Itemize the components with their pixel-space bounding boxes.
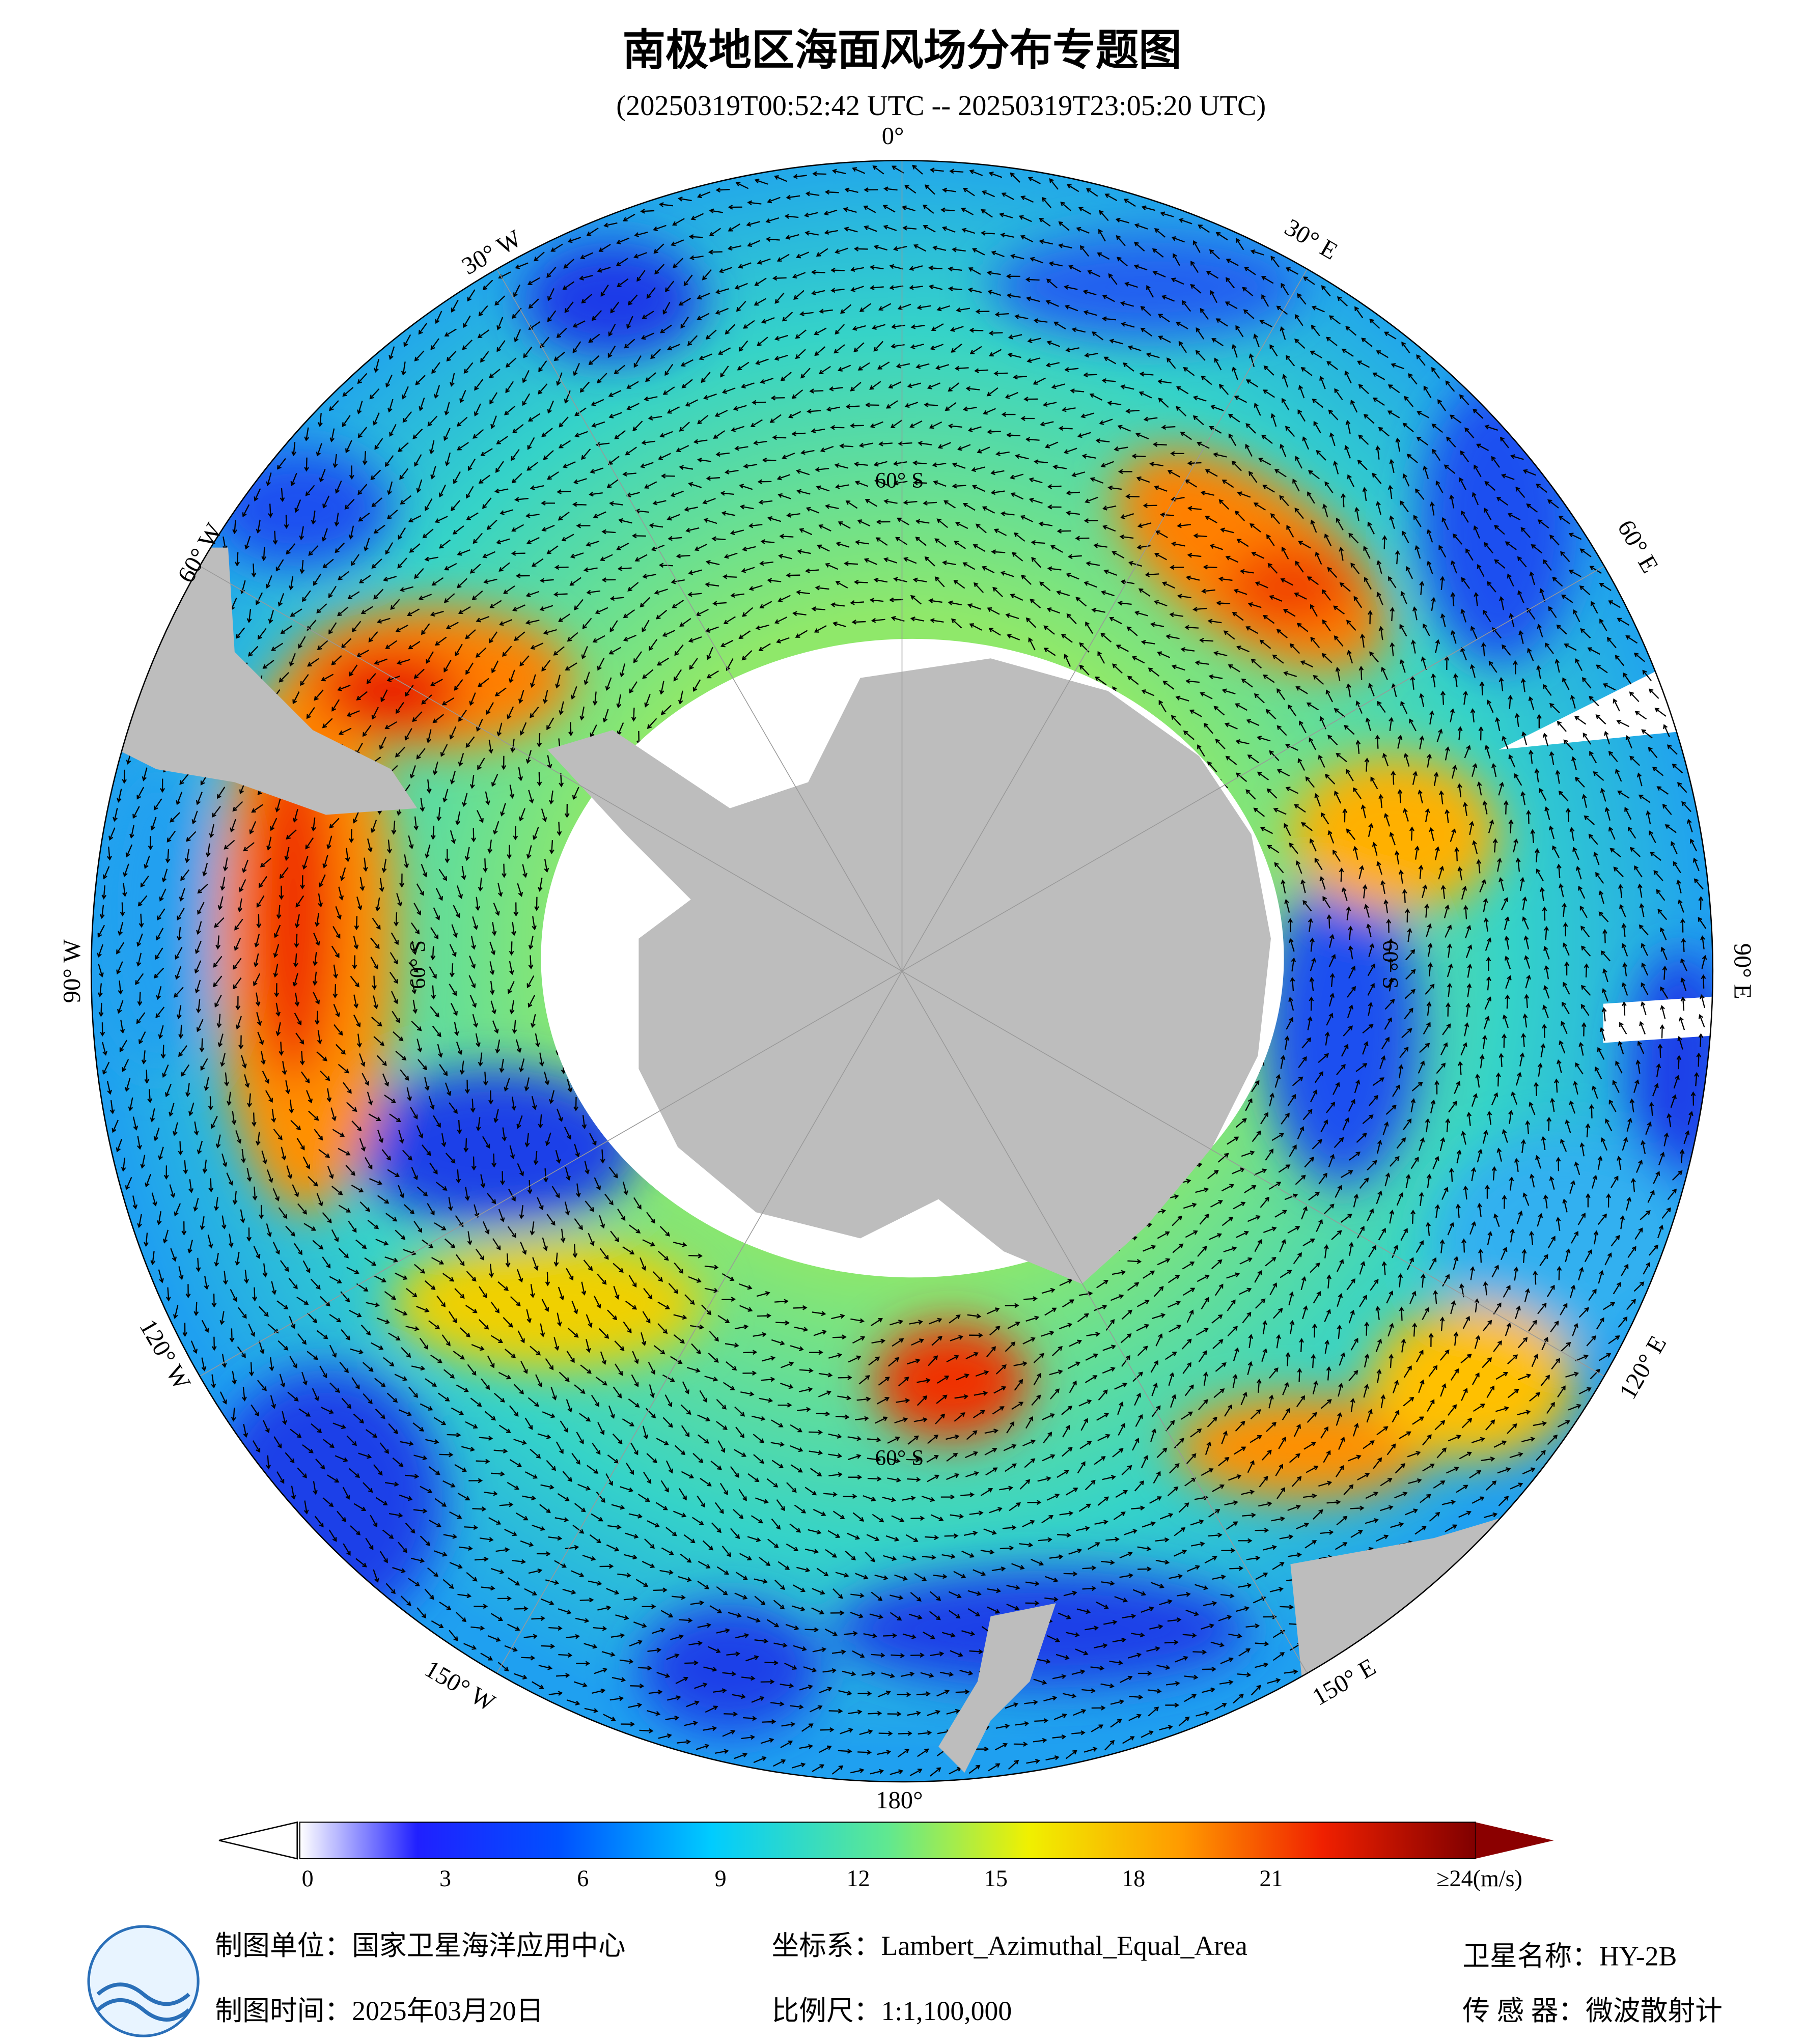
producer: 制图单位：国家卫星海洋应用中心 bbox=[215, 1930, 625, 1961]
logo bbox=[87, 1925, 200, 2037]
sensor: 传 感 器：微波散射计 bbox=[1462, 1996, 1723, 2026]
date: 制图时间：2025年03月20日 bbox=[215, 1996, 543, 2026]
antarctica bbox=[547, 658, 1271, 1284]
colorbar-tick-label: 6 bbox=[577, 1865, 589, 1891]
satellite: 卫星名称：HY-2B bbox=[1462, 1941, 1677, 1971]
latitude-labels: 60° S 60° S 60° S 60° S bbox=[405, 468, 1402, 1470]
title: 南极地区海面风场分布专题图 bbox=[622, 27, 1181, 74]
colorbar-tick-label: 9 bbox=[715, 1865, 727, 1891]
lon-label: 30° E bbox=[1280, 213, 1342, 265]
lon-label: 90° W bbox=[58, 939, 86, 1003]
colorbar-tick-label: 21 bbox=[1259, 1865, 1283, 1891]
lat-label: 60° S bbox=[875, 468, 924, 493]
colorbar-tick-label: 15 bbox=[984, 1865, 1008, 1891]
graticule bbox=[199, 160, 1605, 1674]
colorbar-tick-label: ≥24(m/s) bbox=[1436, 1865, 1522, 1891]
lat-label: 60° S bbox=[405, 940, 430, 989]
map-area bbox=[91, 160, 1713, 1782]
colorbar-min-arrow bbox=[218, 1821, 298, 1860]
colorbar-tick-label: 0 bbox=[302, 1865, 314, 1891]
colorbar-tick-label: 18 bbox=[1122, 1865, 1145, 1891]
projection: 坐标系：Lambert_Azimuthal_Equal_Area bbox=[772, 1930, 1248, 1961]
lon-label: 90° E bbox=[1729, 943, 1756, 999]
subtitle: (20250319T00:52:42 UTC -- 20250319T23:05… bbox=[616, 90, 1266, 122]
map-border bbox=[90, 160, 1714, 1783]
colorbar-bar bbox=[299, 1822, 1476, 1860]
colorbar-max-arrow bbox=[1475, 1822, 1554, 1859]
logo-waves bbox=[96, 1982, 190, 2022]
lat-label: 60° S bbox=[875, 1446, 924, 1470]
colorbar-tick-label: 12 bbox=[846, 1865, 870, 1891]
scale: 比例尺：1:1,100,000 bbox=[772, 1996, 1012, 2026]
lon-label: 180° bbox=[876, 1786, 923, 1814]
footer: 制图单位：国家卫星海洋应用中心 制图时间：2025年03月20日 坐标系：Lam… bbox=[87, 1925, 1723, 2037]
colorbar: 0 3 6 9 12 15 18 21 ≥24(m/s) bbox=[218, 1821, 1554, 1891]
colorbar-ticks: 0 3 6 9 12 15 18 21 ≥24(m/s) bbox=[302, 1865, 1522, 1891]
wind-arrows bbox=[97, 164, 1707, 1777]
lon-label: 60° E bbox=[1612, 515, 1664, 577]
colorbar-tick-label: 3 bbox=[439, 1865, 451, 1891]
new-zealand bbox=[938, 1603, 1056, 1773]
lon-label: 0° bbox=[882, 122, 904, 150]
lat-label: 60° S bbox=[1378, 940, 1402, 989]
